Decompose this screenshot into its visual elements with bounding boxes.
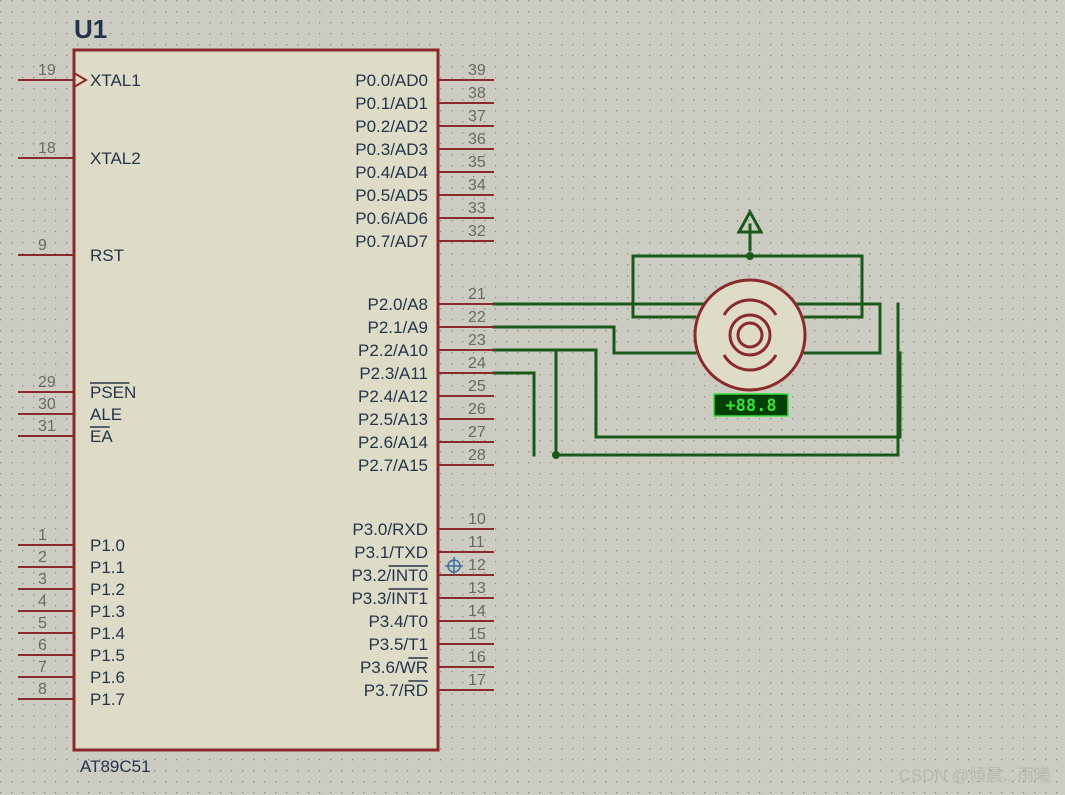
pin-label: P2.3/A11 <box>359 364 428 383</box>
pin-number: 34 <box>468 177 486 194</box>
pin-number: 1 <box>38 527 47 544</box>
pin-number: 23 <box>468 332 486 349</box>
pin-number: 9 <box>38 237 47 254</box>
motor-display-value: +88.8 <box>725 396 776 416</box>
pin-label: P0.2/AD2 <box>355 117 428 136</box>
chip-refdes: U1 <box>74 14 107 44</box>
pin-label: P2.0/A8 <box>368 295 429 314</box>
pin-number: 4 <box>38 593 47 610</box>
pin-number: 24 <box>468 355 486 372</box>
pin-label: P0.5/AD5 <box>355 186 428 205</box>
wire-junction <box>552 451 560 459</box>
pin-label: XTAL1 <box>90 71 141 90</box>
pin-label: EA <box>90 427 113 446</box>
pin-label: P2.6/A14 <box>358 433 428 452</box>
pin-number: 25 <box>468 378 486 395</box>
pin-label: P3.1/TXD <box>354 543 428 562</box>
pin-label: P0.1/AD1 <box>355 94 428 113</box>
pin-label: ALE <box>90 405 122 424</box>
pin-label: RST <box>90 246 124 265</box>
pin-number: 36 <box>468 131 486 148</box>
pin-label: P3.4/T0 <box>368 612 428 631</box>
pin-number: 39 <box>468 62 486 79</box>
pin-number: 37 <box>468 108 486 125</box>
pin-label: P1.0 <box>90 536 125 555</box>
pin-label: P0.4/AD4 <box>355 163 428 182</box>
pin-number: 2 <box>38 549 47 566</box>
pin-label: P3.2/INT0 <box>351 566 428 585</box>
pin-label: P0.0/AD0 <box>355 71 428 90</box>
pin-label: PSEN <box>90 383 136 402</box>
pin-number: 14 <box>468 603 486 620</box>
pin-number: 22 <box>468 309 486 326</box>
pin-label: P1.6 <box>90 668 125 687</box>
pin-label: P3.7/RD <box>364 681 428 700</box>
pin-number: 30 <box>38 396 56 413</box>
pin-number: 33 <box>468 200 486 217</box>
pin-number: 35 <box>468 154 486 171</box>
pin-label: P2.1/A9 <box>368 318 429 337</box>
pin-number: 6 <box>38 637 47 654</box>
pin-number: 10 <box>468 511 486 528</box>
pin-number: 28 <box>468 447 486 464</box>
pin-label: P2.4/A12 <box>358 387 428 406</box>
pin-number: 5 <box>38 615 47 632</box>
pin-number: 26 <box>468 401 486 418</box>
pin-number: 15 <box>468 626 486 643</box>
pin-number: 7 <box>38 659 47 676</box>
pin-number: 12 <box>468 557 486 574</box>
chip-part-label: AT89C51 <box>80 757 151 776</box>
pin-number: 19 <box>38 62 56 79</box>
pin-number: 8 <box>38 681 47 698</box>
pin-label: P3.3/INT1 <box>351 589 428 608</box>
pin-label: P3.0/RXD <box>352 520 428 539</box>
pin-number: 21 <box>468 286 486 303</box>
schematic-canvas: U1AT89C5119XTAL118XTAL29RST29PSEN30ALE31… <box>0 0 1065 795</box>
pin-label: P0.6/AD6 <box>355 209 428 228</box>
pin-label: P1.3 <box>90 602 125 621</box>
pin-label: P3.6/WR <box>360 658 428 677</box>
pin-label: P1.7 <box>90 690 125 709</box>
pin-label: P1.5 <box>90 646 125 665</box>
pin-label: P0.3/AD3 <box>355 140 428 159</box>
pin-label: P2.5/A13 <box>358 410 428 429</box>
pin-number: 38 <box>468 85 486 102</box>
pin-label: P2.2/A10 <box>358 341 428 360</box>
pin-label: P1.2 <box>90 580 125 599</box>
pin-number: 31 <box>38 418 56 435</box>
pin-number: 3 <box>38 571 47 588</box>
pin-number: 13 <box>468 580 486 597</box>
pin-number: 16 <box>468 649 486 666</box>
pin-label: P1.4 <box>90 624 125 643</box>
pin-label: P2.7/A15 <box>358 456 428 475</box>
pin-label: P0.7/AD7 <box>355 232 428 251</box>
pin-number: 18 <box>38 140 56 157</box>
pin-label: XTAL2 <box>90 149 141 168</box>
watermark: CSDN @傾晨...雨曦 <box>899 766 1051 785</box>
pin-number: 11 <box>468 534 485 551</box>
pin-label: P1.1 <box>90 558 125 577</box>
pin-number: 27 <box>468 424 486 441</box>
pin-number: 32 <box>468 223 486 240</box>
pin-number: 29 <box>38 374 56 391</box>
pin-number: 17 <box>468 672 486 689</box>
pin-label: P3.5/T1 <box>368 635 428 654</box>
